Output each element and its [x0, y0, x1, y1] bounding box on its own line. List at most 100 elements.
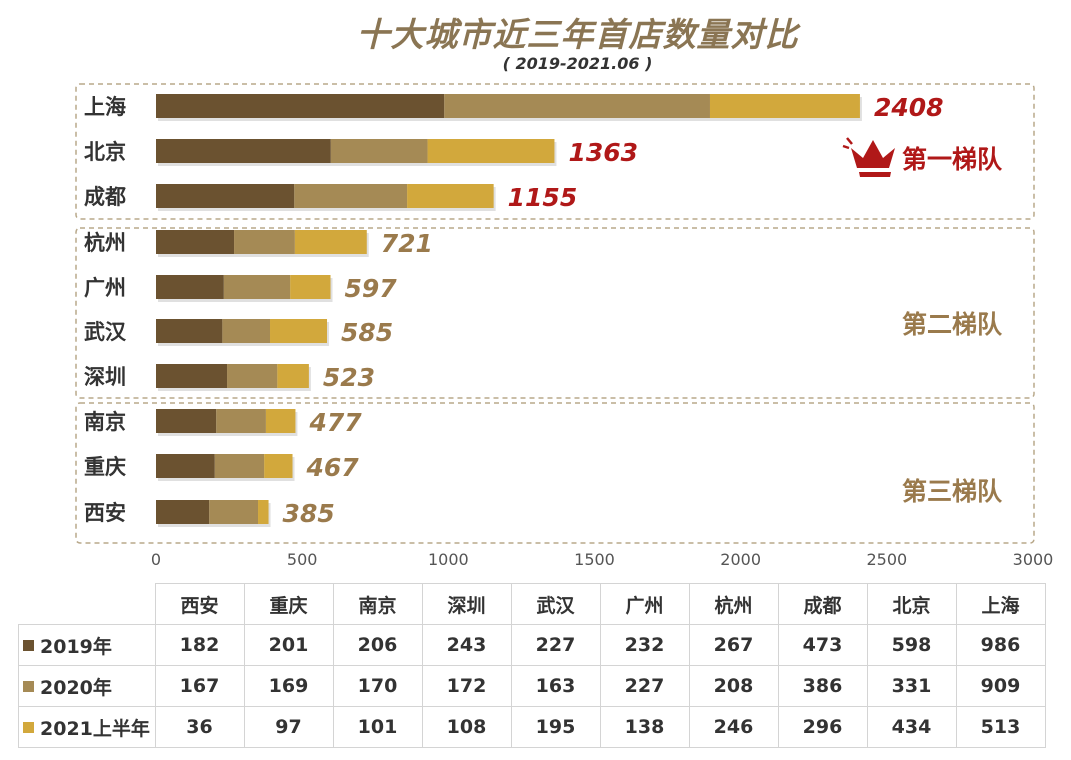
total-label: 597	[345, 274, 398, 303]
table-cell: 167	[154, 665, 245, 707]
x-tick-label: 3000	[1013, 550, 1054, 569]
tier-frame	[75, 227, 1035, 399]
bar-segment	[156, 409, 217, 433]
table-cell: 331	[866, 665, 957, 707]
table-cell: 169	[243, 665, 334, 707]
bar-segment	[444, 94, 710, 118]
bar-segment	[290, 275, 331, 299]
total-label: 385	[283, 499, 335, 528]
bar-segment	[156, 319, 223, 343]
tier-label: 第二梯队	[902, 310, 1003, 339]
category-label: 西安	[84, 501, 126, 525]
bar-segment	[264, 454, 293, 478]
total-label: 477	[308, 408, 362, 437]
x-tick-label: 1000	[428, 550, 469, 569]
table-cell: 246	[688, 706, 779, 748]
legend-swatch	[23, 721, 34, 733]
table-cell: 206	[332, 624, 423, 666]
table-header: 广州	[599, 583, 690, 625]
table-cell: 986	[955, 624, 1046, 666]
table-cell: 434	[866, 706, 957, 748]
bar-segment	[156, 230, 235, 254]
table-header: 北京	[866, 583, 957, 625]
table-row-header: 2021上半年	[18, 706, 156, 748]
x-tick-label: 0	[151, 550, 161, 569]
table-header: 南京	[332, 583, 423, 625]
bar-segment	[222, 319, 271, 343]
x-tick-label: 500	[287, 550, 318, 569]
chart-subtitle: ( 2019-2021.06 )	[502, 54, 653, 73]
legend-swatch	[23, 639, 34, 651]
total-label: 1155	[508, 183, 578, 212]
table-header: 成都	[777, 583, 868, 625]
category-label: 南京	[84, 410, 126, 434]
bar-segment	[227, 364, 278, 388]
table-header: 杭州	[688, 583, 779, 625]
category-label: 上海	[84, 95, 126, 119]
table-cell: 208	[688, 665, 779, 707]
table-row: 2021上半年 36 97 101 108 195 138 246 296 43…	[18, 706, 1046, 748]
bar-segment	[156, 275, 224, 299]
total-label: 523	[323, 363, 375, 392]
data-table: 西安 重庆 南京 深圳 武汉 广州 杭州 成都 北京 上海 2019年 182 …	[18, 583, 1046, 748]
table-header: 重庆	[243, 583, 334, 625]
bar-segment	[258, 500, 269, 524]
bar-segment	[156, 94, 445, 118]
table-cell: 227	[510, 624, 601, 666]
table-cell: 108	[421, 706, 512, 748]
table-cell: 513	[955, 706, 1046, 748]
bar-segment	[156, 500, 210, 524]
bar-segment	[156, 454, 215, 478]
table-cell: 909	[955, 665, 1046, 707]
bar-segment	[209, 500, 259, 524]
table-cell: 598	[866, 624, 957, 666]
bar-segment	[407, 184, 494, 208]
table-header: 上海	[955, 583, 1046, 625]
table-cell: 232	[599, 624, 690, 666]
table-cell: 386	[777, 665, 868, 707]
table-cell: 138	[599, 706, 690, 748]
legend-label: 2019年	[40, 635, 112, 658]
table-cell: 172	[421, 665, 512, 707]
table-cell: 182	[154, 624, 245, 666]
bar-segment	[234, 230, 295, 254]
category-label: 深圳	[84, 365, 126, 389]
category-label: 成都	[84, 185, 126, 209]
table-header-row: 西安 重庆 南京 深圳 武汉 广州 杭州 成都 北京 上海	[19, 583, 1046, 625]
category-label: 武汉	[84, 320, 127, 344]
x-tick-label: 2000	[720, 550, 761, 569]
table-corner	[19, 584, 156, 625]
legend-label: 2021上半年	[40, 717, 150, 740]
x-tick-label: 1500	[574, 550, 615, 569]
bar-segment	[427, 139, 555, 163]
table-cell: 163	[510, 665, 601, 707]
bar-segment	[709, 94, 860, 118]
table-row-header: 2019年	[18, 624, 156, 666]
bar-segment	[156, 364, 228, 388]
total-label: 467	[306, 453, 360, 482]
bar-segment	[156, 139, 331, 163]
table-cell: 170	[332, 665, 423, 707]
bar-segment	[294, 230, 367, 254]
table-row: 2020年 167 169 170 172 163 227 208 386 33…	[18, 665, 1046, 707]
table-cell: 36	[154, 706, 245, 748]
table-cell: 473	[777, 624, 868, 666]
table-cell: 227	[599, 665, 690, 707]
category-label: 杭州	[84, 231, 126, 255]
bar-segment	[270, 319, 328, 343]
table-cell: 97	[243, 706, 334, 748]
table-header: 西安	[154, 583, 245, 625]
total-label: 2408	[874, 93, 944, 122]
tier-frame	[75, 402, 1035, 544]
bar-segment	[214, 454, 265, 478]
x-tick-label: 2500	[866, 550, 907, 569]
category-label: 广州	[84, 276, 126, 300]
legend-label: 2020年	[40, 676, 112, 699]
table-cell: 195	[510, 706, 601, 748]
bar-segment	[294, 184, 408, 208]
table-cell: 267	[688, 624, 779, 666]
total-label: 1363	[568, 138, 638, 167]
tier-label: 第一梯队	[902, 145, 1003, 174]
bar-segment	[223, 275, 291, 299]
bar-segment	[156, 184, 295, 208]
